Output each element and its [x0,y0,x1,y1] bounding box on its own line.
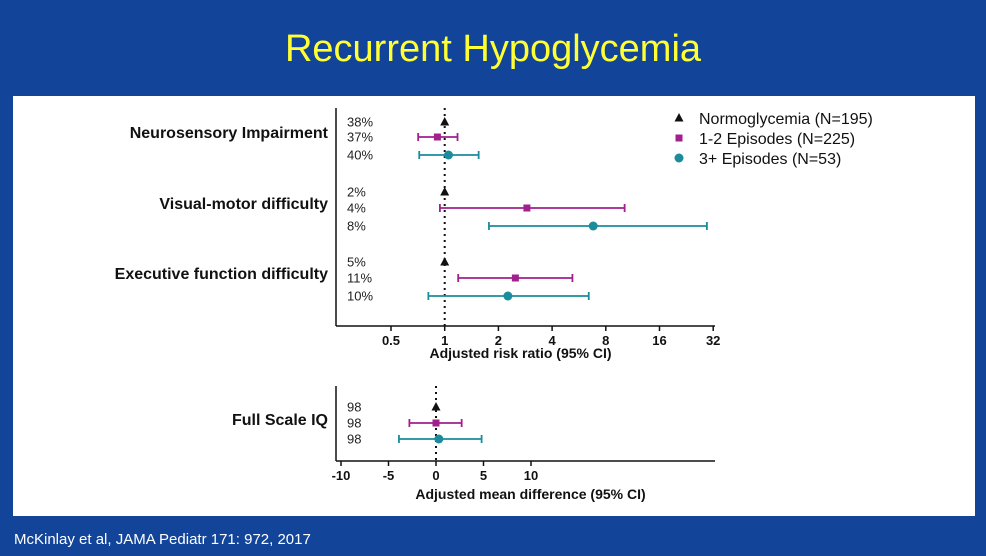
chart2-x-axis-label: Adjusted mean difference (95% CI) [415,486,645,502]
chart2-x-tick-label: 10 [524,468,538,483]
chart2-point-marker [432,419,440,427]
chart1-row-value-label: 37% [347,130,373,145]
chart1-x-tick-label: 4 [548,333,556,348]
chart2-point-marker [434,434,444,444]
chart2-outcome-label: Full Scale IQ [232,412,328,429]
legend-marker [674,153,684,163]
chart1-row-value-label: 10% [347,289,373,304]
chart1-x-tick-label: 0.5 [382,333,400,348]
legend-entry-label: 3+ Episodes (N=53) [699,151,841,168]
legend-marker [674,113,684,122]
chart1-point-marker [443,150,453,160]
citation-footer: McKinlay et al, JAMA Pediatr 171: 972, 2… [14,531,311,548]
chart1-x-axis-label: Adjusted risk ratio (95% CI) [429,345,611,361]
chart-panel: 0.5 1 2 4 8 16 32 Adjusted risk ratio (95% CI) N… [13,96,975,516]
legend-entry-label: 1-2 Episodes (N=225) [699,131,855,148]
chart2-row-value-label: 98 [347,432,361,447]
chart1-row-value-label: 40% [347,148,373,163]
chart2-x-tick-label: -5 [383,468,395,483]
chart1-row-value-label: 5% [347,255,366,270]
chart2-x-tick-label: 0 [432,468,439,483]
forest-plot-figure: 0.5 1 2 4 8 16 32 Adjusted risk ratio (95% CI) N… [115,108,873,502]
chart2-row-value-label: 98 [347,400,361,415]
chart1-point-marker [440,257,450,266]
chart1-point-marker [523,204,531,212]
legend-entry-label: Normoglycemia (N=195) [699,111,873,128]
chart2-point-marker [431,402,441,411]
chart1-x-tick-label: 8 [602,333,609,348]
chart1-point-marker [503,291,513,301]
chart2-row-value-label: 98 [347,416,361,431]
chart1-point-marker [511,274,519,282]
chart1-outcome-label: Executive function difficulty [115,266,328,283]
chart1-x-tick-label: 32 [706,333,720,348]
chart1-point-marker [588,221,598,231]
chart2-x-tick-label: -10 [332,468,351,483]
chart1-x-tick-label: 1 [441,333,448,348]
chart1-x-tick-label: 16 [652,333,666,348]
slide-title: Recurrent Hypoglycemia [284,28,702,70]
chart1-row-value-label: 11% [347,271,372,286]
chart1-row-value-label: 38% [347,115,373,130]
chart1-row-value-label: 8% [347,219,366,234]
chart1-outcome-label: Neurosensory Impairment [130,125,329,142]
chart1-row-value-label: 2% [347,185,366,200]
chart1-x-tick-label: 2 [495,333,502,348]
chart1-point-marker [440,117,450,126]
legend-marker [675,134,683,142]
chart1-point-marker [440,187,450,196]
chart1-outcome-label: Visual-motor difficulty [159,196,328,213]
chart1-row-value-label: 4% [347,201,366,216]
chart2-x-tick-label: 5 [480,468,487,483]
chart1-point-marker [433,133,441,141]
